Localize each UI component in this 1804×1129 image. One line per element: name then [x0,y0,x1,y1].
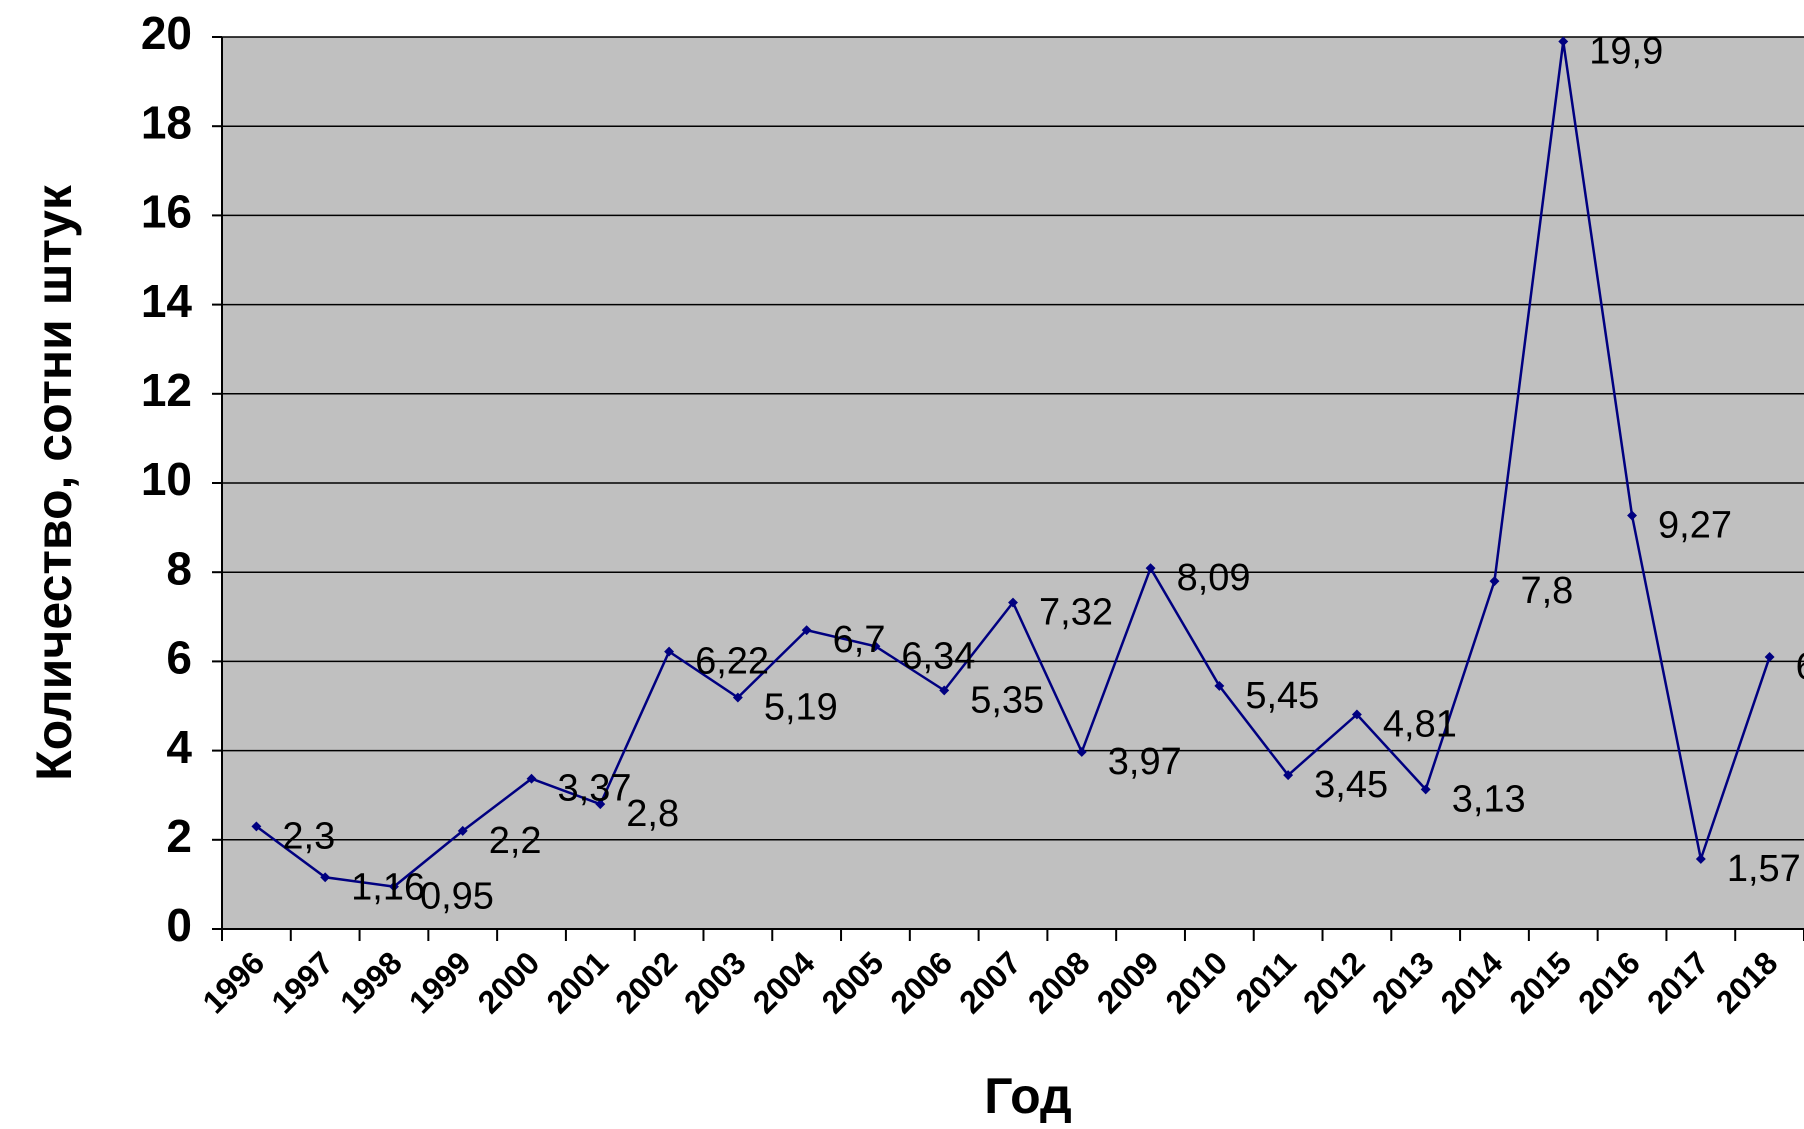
y-tick-label: 2 [166,810,192,862]
data-label: 2,2 [489,820,542,862]
y-axis-title: Количество, сотни штук [26,184,82,781]
data-point [595,799,606,810]
x-tick-label: 1997 [264,944,340,1020]
data-point [1558,36,1569,47]
data-point [389,881,399,892]
x-tick-label: 1999 [402,944,478,1020]
data-point [1076,746,1087,757]
data-label: 7,8 [1520,570,1573,612]
x-tick-label: 2008 [1021,944,1097,1020]
data-label: 7,32 [1039,592,1113,634]
data-label: 5,35 [970,679,1044,721]
data-label: 5,45 [1245,675,1319,717]
x-tick-label: 2015 [1502,944,1578,1020]
data-point [1283,770,1294,781]
x-tick-label: 2014 [1434,944,1510,1020]
y-tick-label: 20 [141,7,192,59]
data-label: 3,45 [1314,764,1388,806]
x-tick-label: 2013 [1365,944,1441,1020]
data-point [732,692,743,703]
x-tick-label: 1996 [196,944,272,1020]
data-label: 3,37 [558,768,632,810]
x-tick-label: 2017 [1640,944,1716,1020]
data-label: 6,1 [1796,646,1804,688]
x-tick-label: 2004 [746,944,822,1020]
data-label: 1,16 [351,866,425,908]
data-label: 0,95 [420,876,494,918]
data-label: 3,13 [1452,778,1526,820]
x-tick-label: 2009 [1090,944,1166,1020]
x-axis-ticks: 1996199719981999200020012002200320042005… [196,929,1804,1020]
x-tick-label: 2006 [883,944,959,1020]
data-label: 6,22 [695,641,769,683]
data-point [320,872,331,883]
x-tick-label: 1998 [333,944,409,1020]
x-tick-label: 2000 [471,944,547,1020]
data-label: 6,7 [833,619,886,661]
y-tick-label: 0 [166,899,192,951]
data-point [1489,576,1500,587]
data-label: 4,81 [1383,704,1457,746]
x-tick-label: 2016 [1571,944,1647,1020]
x-tick-label: 2012 [1296,944,1372,1020]
x-tick-label: 2001 [539,944,615,1020]
y-tick-label: 18 [141,96,192,148]
data-point [1351,709,1362,720]
data-point [1420,784,1431,795]
data-point [1214,680,1225,691]
data-label: 8,09 [1177,557,1251,599]
data-point [457,825,468,836]
data-label: 6,34 [901,635,975,677]
series-line [251,36,1775,892]
data-point [1145,563,1156,574]
x-axis-title: Год [984,1068,1071,1124]
y-tick-label: 14 [141,275,193,327]
x-tick-label: 2002 [608,944,684,1020]
data-label: 3,97 [1108,741,1182,783]
data-point [526,773,537,784]
x-tick-label: 2018 [1709,944,1785,1020]
x-tick-label: 2010 [1158,944,1234,1020]
data-point [1695,854,1706,864]
y-tick-label: 10 [141,453,192,505]
data-label: 2,8 [626,793,679,835]
data-point [870,641,881,652]
data-label: 5,19 [764,687,838,729]
x-tick-label: 2003 [677,944,753,1020]
data-label: 1,57 [1727,848,1801,890]
data-point [664,646,675,657]
x-tick-label: 2007 [952,944,1028,1020]
y-tick-label: 4 [166,721,192,773]
data-label: 9,27 [1658,505,1732,547]
y-tick-label: 12 [141,364,192,416]
data-labels: 2,3 1,160,95 2,2 3,372,8 6,225,19 6,7 6,345,35… [282,30,1804,917]
x-tick-label: 2005 [815,944,891,1020]
data-label: 2,3 [282,815,335,857]
data-label: 19,9 [1589,30,1663,72]
gridlines [222,36,1804,841]
y-tick-label: 16 [141,186,192,238]
x-tick-label: 2011 [1229,944,1304,1019]
data-point [801,625,812,636]
data-point [1627,510,1637,521]
data-point [939,685,950,696]
y-axis-ticks: 0 2 4 6 8 10 12 14 16 18 20 [141,7,222,951]
y-tick-label: 6 [166,632,192,684]
y-tick-label: 8 [166,542,192,594]
data-point [1764,651,1775,662]
data-point [1008,597,1018,608]
